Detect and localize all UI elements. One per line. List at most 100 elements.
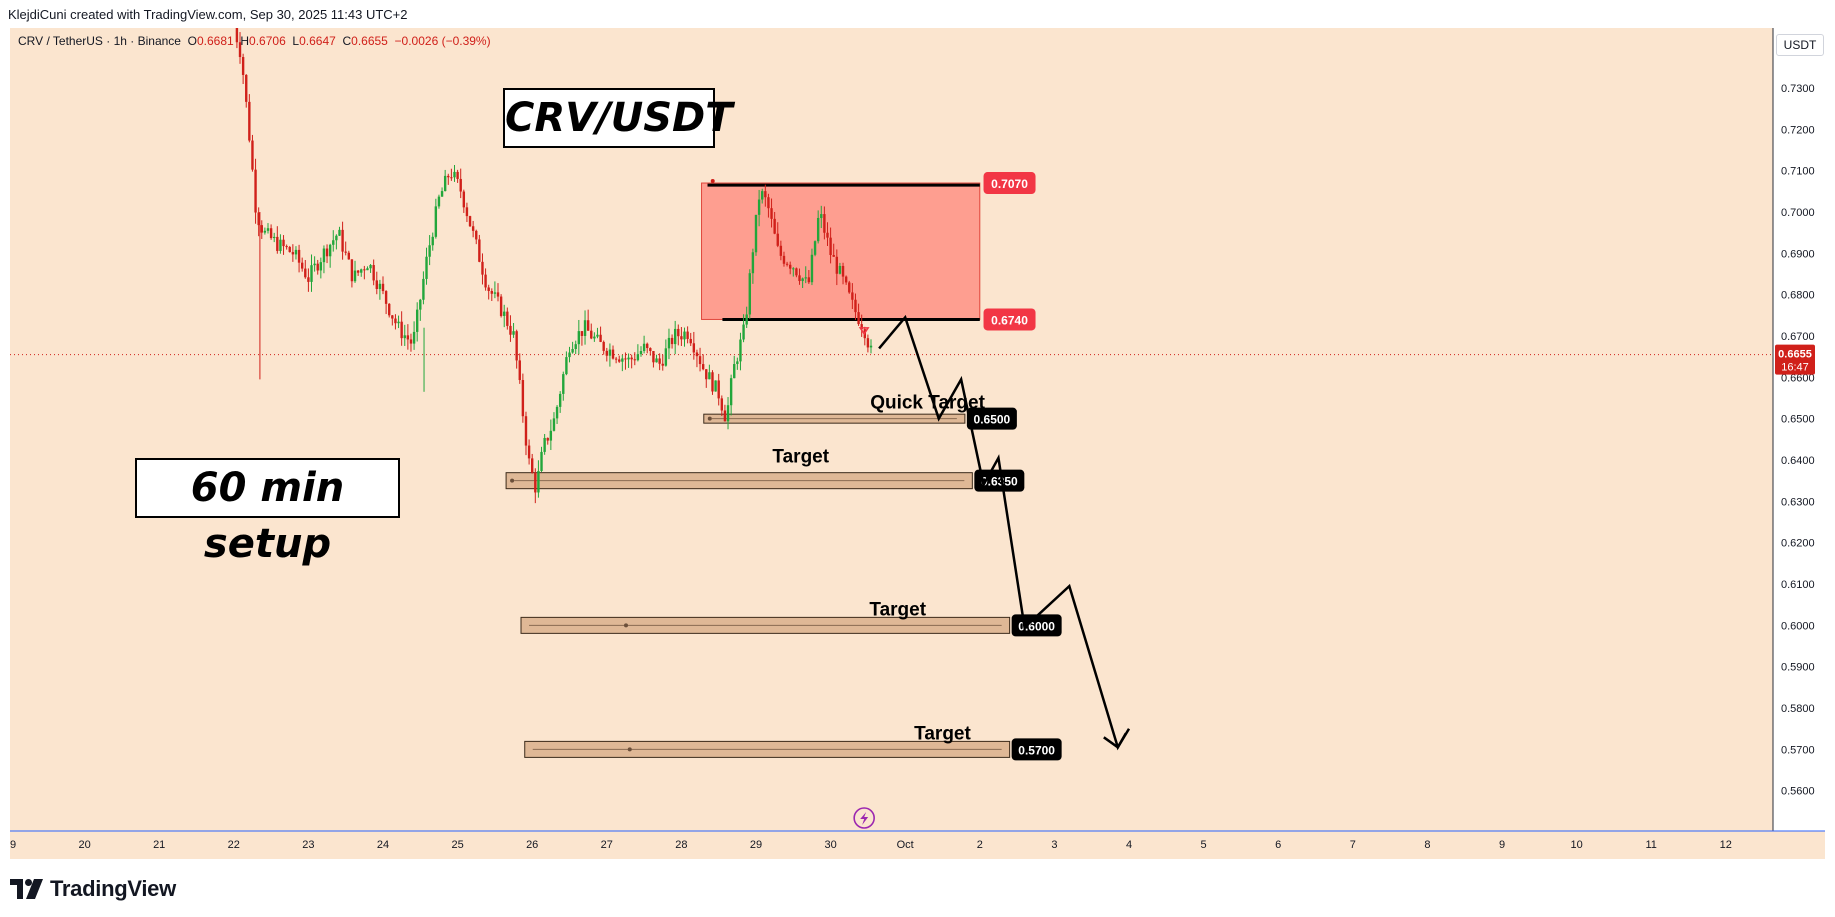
candle-body	[543, 437, 546, 452]
price-scale[interactable]	[1773, 28, 1825, 859]
candle-body	[279, 239, 282, 251]
candle-body	[531, 458, 534, 473]
candle-body	[568, 352, 571, 358]
x-tick-label: 29	[750, 839, 762, 851]
candle-body	[403, 335, 406, 339]
candle-body	[440, 191, 444, 197]
candle-body	[764, 191, 767, 198]
candle-body	[521, 380, 525, 417]
target-anchor-dot	[707, 416, 712, 421]
low-value: 0.6647	[299, 34, 336, 48]
candle-body	[447, 175, 450, 178]
time-axis[interactable]	[10, 831, 1825, 859]
candle-body	[580, 331, 584, 336]
candle-body	[328, 244, 332, 257]
high-value: 0.6706	[249, 34, 286, 48]
resistance-zone[interactable]	[701, 182, 981, 320]
candle-body	[720, 398, 724, 411]
candle-body	[729, 378, 733, 406]
candle-body	[689, 338, 692, 344]
target-price-badge[interactable]	[974, 469, 1025, 492]
candle-body	[300, 262, 304, 269]
x-tick-label: 3	[1051, 839, 1057, 851]
candle-body	[736, 361, 739, 365]
target-anchor-dot	[627, 747, 632, 752]
candle-body	[782, 255, 786, 264]
candle-body	[288, 246, 291, 253]
candle-body	[785, 263, 789, 265]
candle-body	[745, 314, 748, 325]
candle-body	[260, 225, 263, 233]
candle-body	[347, 252, 351, 260]
target-label: Target	[772, 447, 829, 468]
y-tick-label: 0.7100	[1781, 166, 1815, 178]
candle-body	[695, 352, 699, 357]
x-tick-label: 25	[451, 839, 463, 851]
tradingview-logo[interactable]: TradingView	[10, 876, 176, 901]
candle-body	[304, 268, 307, 278]
candle-body	[586, 320, 590, 331]
candle-body	[484, 274, 487, 288]
candle-body	[465, 207, 469, 217]
candle-body	[481, 261, 484, 275]
candle-body	[319, 262, 323, 271]
candle-body	[801, 278, 804, 282]
candle-body	[503, 311, 506, 316]
candle-body	[792, 268, 795, 270]
candle-body	[813, 241, 817, 255]
y-tick-label: 0.6400	[1781, 455, 1815, 467]
candle-body	[705, 369, 708, 380]
x-tick-label: 5	[1201, 839, 1207, 851]
currency-button[interactable]: USDT	[1776, 34, 1824, 56]
candle-body	[748, 273, 751, 315]
candle-body	[409, 339, 413, 344]
candle-body	[857, 312, 860, 325]
candle-body	[251, 140, 254, 170]
candle-body	[823, 214, 826, 233]
candle-body	[307, 277, 310, 282]
x-tick-label: 4	[1126, 839, 1132, 851]
candle-body	[506, 311, 509, 326]
candle-body	[282, 239, 285, 247]
candle-body	[478, 239, 481, 262]
timeframe-annotation[interactable]: 60 min setup	[135, 458, 400, 567]
chart-canvas[interactable]: 0.74000.73000.72000.71000.70000.69000.68…	[10, 28, 1825, 859]
x-tick-label: 24	[377, 839, 389, 851]
target-price-badge[interactable]	[966, 407, 1017, 430]
candle-body	[475, 230, 478, 240]
candle-body	[241, 57, 245, 75]
candle-body	[524, 416, 528, 446]
candle-body	[459, 178, 462, 192]
candle-body	[552, 418, 556, 431]
symbol-legend: CRV / TetherUS · 1h · Binance O0.6681 H0…	[18, 34, 491, 48]
candle-body	[540, 451, 543, 471]
candle-body	[639, 351, 643, 355]
level-price-badge[interactable]	[983, 172, 1036, 195]
candle-body	[841, 265, 845, 277]
projection-path[interactable]	[878, 314, 1131, 751]
candle-body	[829, 237, 832, 256]
target-anchor-dot	[624, 623, 629, 628]
x-tick-label: 23	[302, 839, 314, 851]
footer	[0, 859, 1835, 917]
candle-body	[866, 338, 870, 348]
candle-body	[686, 331, 689, 339]
x-tick-label: 30	[824, 839, 836, 851]
x-tick-label: 21	[153, 839, 165, 851]
pair-title-annotation[interactable]: CRV/USDT	[503, 88, 733, 148]
chart-area[interactable]: 0.74000.73000.72000.71000.70000.69000.68…	[10, 28, 1825, 859]
level-price-badge[interactable]	[983, 308, 1036, 331]
candle-body	[235, 28, 239, 43]
y-tick-label: 0.6900	[1781, 248, 1815, 260]
target-price-badge[interactable]	[1011, 738, 1062, 761]
x-tick-label: 19	[10, 839, 16, 851]
x-tick-label: 27	[601, 839, 613, 851]
x-tick-label: 10	[1570, 839, 1582, 851]
y-tick-label: 0.7000	[1781, 207, 1815, 219]
candle-body	[779, 245, 783, 256]
current-price-badge[interactable]	[1775, 344, 1815, 375]
lightning-icon[interactable]	[853, 807, 875, 829]
candle-body	[565, 357, 568, 375]
candle-body	[335, 235, 338, 241]
candle-body	[512, 331, 515, 335]
